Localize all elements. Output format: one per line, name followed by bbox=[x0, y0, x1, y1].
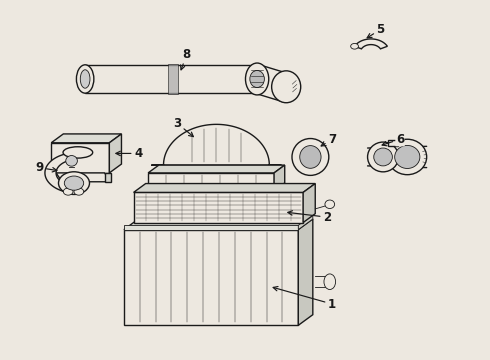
Ellipse shape bbox=[292, 139, 329, 175]
Polygon shape bbox=[134, 184, 315, 192]
Ellipse shape bbox=[80, 70, 90, 88]
Polygon shape bbox=[148, 165, 285, 173]
Polygon shape bbox=[109, 134, 122, 173]
Bar bbox=[169, 64, 178, 94]
Polygon shape bbox=[255, 65, 289, 102]
Text: 1: 1 bbox=[273, 287, 336, 311]
Ellipse shape bbox=[58, 172, 90, 194]
Ellipse shape bbox=[64, 176, 84, 190]
Polygon shape bbox=[85, 65, 255, 93]
Text: 8: 8 bbox=[180, 48, 191, 70]
Ellipse shape bbox=[74, 188, 84, 195]
Polygon shape bbox=[151, 124, 282, 165]
Polygon shape bbox=[124, 225, 298, 230]
Ellipse shape bbox=[388, 139, 427, 175]
Text: 3: 3 bbox=[173, 117, 194, 137]
Ellipse shape bbox=[351, 44, 358, 49]
Ellipse shape bbox=[63, 147, 93, 158]
Ellipse shape bbox=[374, 148, 392, 166]
Polygon shape bbox=[368, 148, 427, 166]
Polygon shape bbox=[134, 192, 303, 222]
Ellipse shape bbox=[368, 142, 398, 172]
Text: 5: 5 bbox=[367, 23, 385, 38]
Polygon shape bbox=[298, 215, 313, 230]
Ellipse shape bbox=[394, 145, 420, 168]
Polygon shape bbox=[124, 230, 298, 325]
Polygon shape bbox=[51, 143, 109, 173]
Polygon shape bbox=[104, 173, 111, 182]
Text: 4: 4 bbox=[116, 147, 143, 160]
Text: 7: 7 bbox=[321, 133, 336, 146]
Polygon shape bbox=[274, 165, 285, 191]
Ellipse shape bbox=[76, 65, 94, 93]
Text: 2: 2 bbox=[288, 211, 331, 224]
Ellipse shape bbox=[245, 63, 269, 95]
Text: 9: 9 bbox=[35, 161, 57, 174]
Polygon shape bbox=[124, 219, 313, 230]
Polygon shape bbox=[45, 153, 78, 193]
Polygon shape bbox=[303, 184, 315, 222]
Ellipse shape bbox=[63, 188, 73, 195]
Polygon shape bbox=[388, 140, 397, 146]
Polygon shape bbox=[355, 39, 388, 49]
Ellipse shape bbox=[325, 200, 335, 208]
Polygon shape bbox=[56, 173, 111, 182]
Text: 6: 6 bbox=[382, 133, 404, 146]
Ellipse shape bbox=[300, 145, 321, 168]
Ellipse shape bbox=[324, 274, 336, 289]
Polygon shape bbox=[51, 134, 122, 143]
Ellipse shape bbox=[66, 156, 77, 166]
Ellipse shape bbox=[250, 71, 265, 87]
Ellipse shape bbox=[271, 71, 301, 103]
Polygon shape bbox=[148, 173, 274, 191]
Polygon shape bbox=[298, 219, 313, 325]
